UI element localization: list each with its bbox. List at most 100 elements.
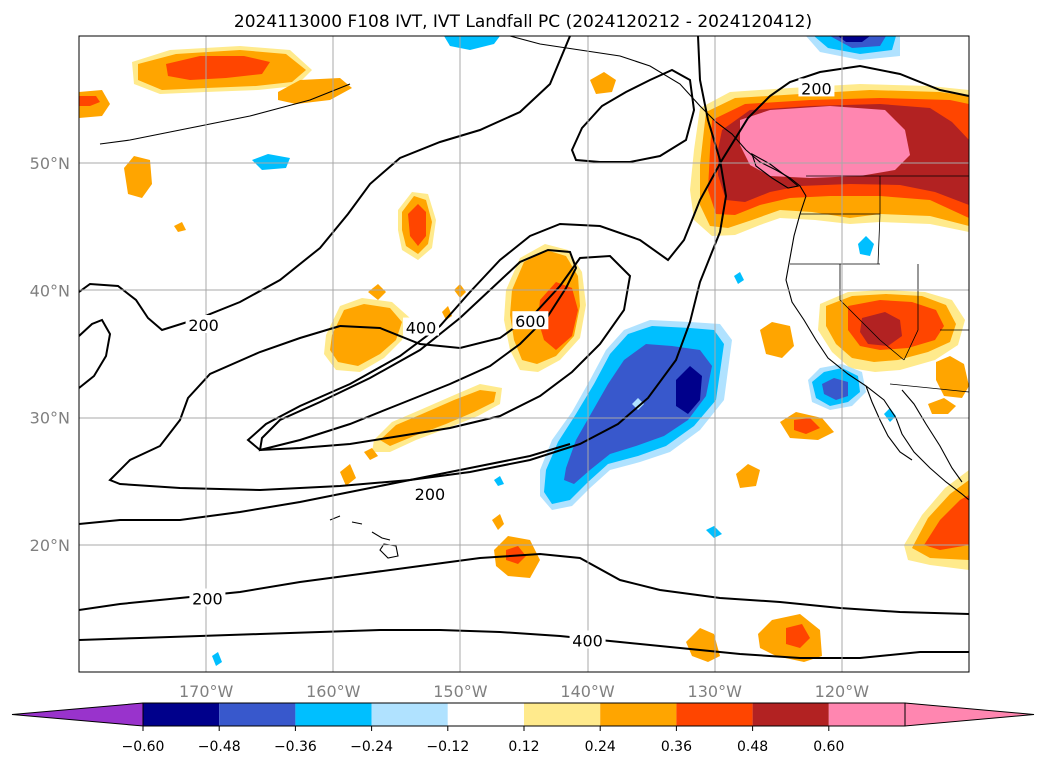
colorbar-tick-label: −0.12	[426, 739, 469, 755]
shade-mx-red	[924, 495, 969, 550]
contour-label: 200	[801, 79, 832, 98]
colorbar-bin	[219, 703, 296, 726]
contour-label: 400	[572, 631, 603, 650]
contour-label-bg	[37, 340, 73, 358]
colorbar-bin	[524, 703, 601, 726]
colorbar-bin	[676, 703, 753, 726]
ivt-contour-400	[246, 64, 969, 452]
shade-strip-red	[408, 204, 426, 246]
shade-blob-e	[736, 464, 760, 488]
ivt-contour-west-edge	[79, 318, 112, 389]
contour-label-bg	[798, 78, 835, 97]
border-ca-nv	[839, 264, 905, 361]
colorbar-tick-label: −0.36	[274, 739, 317, 755]
contour-label-bg	[512, 311, 549, 330]
shade-nwp-red	[166, 56, 270, 80]
contour-label-bg	[569, 630, 606, 649]
shade-west-edge-red	[79, 96, 100, 106]
lon-label: 150°W	[433, 682, 488, 701]
shade-blob-b	[590, 72, 616, 94]
colorbar-tick-label: −0.24	[350, 739, 393, 755]
colorbar-tick-label: 0.60	[813, 739, 844, 755]
lon-label: 140°W	[560, 682, 615, 701]
colorbar-over-extension	[904, 702, 1035, 727]
ivt-contour-200-east	[108, 36, 728, 492]
shade-neg-small4	[706, 526, 722, 538]
ivt-contour-600	[258, 248, 578, 452]
shade-blob-c	[760, 322, 794, 358]
shade-nw-pink	[740, 106, 910, 178]
contour-label-bg	[185, 315, 222, 334]
shade-blob-p	[492, 514, 504, 530]
shade-neg-hole	[632, 398, 644, 410]
lon-label: 160°W	[306, 682, 361, 701]
colorbar-tick-label: −0.48	[198, 739, 241, 755]
colorbar-bin	[752, 703, 829, 726]
lat-label: 20°N	[30, 536, 70, 555]
contour-label-bg	[189, 588, 226, 607]
shade-blob-j	[928, 398, 956, 414]
map-title: 2024113000 F108 IVT, IVT Landfall PC (20…	[234, 12, 812, 32]
contour-label-bg	[403, 317, 440, 336]
contour-label: 200	[192, 589, 223, 608]
hawaii-islands	[329, 515, 399, 559]
colorbar-bin	[447, 703, 524, 726]
ivt-contour-200-west	[79, 36, 571, 332]
shade-neg-small6	[494, 476, 504, 486]
contour-label: 200	[188, 316, 219, 335]
contour-label-bg	[411, 484, 448, 503]
shade-ca-darkred	[860, 312, 902, 346]
ivt-contours	[79, 36, 969, 659]
shade-blob-o	[174, 222, 186, 232]
ivt-contour-400-south	[79, 629, 969, 659]
shade-blob-q	[364, 448, 378, 460]
colorbar-tick-label: 0.12	[508, 739, 539, 755]
shade-blob-i	[936, 356, 969, 398]
lon-label: 120°W	[815, 682, 870, 701]
contour-label: 600	[515, 312, 546, 331]
colorbar-bin	[371, 703, 448, 726]
shade-blob-a	[124, 156, 152, 198]
longitude-labels: 170°W 160°W 150°W 140°W 130°W 120°W	[179, 682, 869, 701]
colorbar-bin	[828, 703, 905, 726]
shade-mid-orange	[330, 304, 402, 366]
lon-label: 130°W	[688, 682, 743, 701]
shade-blob-l	[368, 284, 386, 300]
lat-label: 40°N	[30, 281, 70, 300]
shade-blob-k	[340, 464, 356, 486]
border-us-mexico	[889, 383, 969, 393]
aleutians	[99, 83, 351, 145]
shade-neg-top2d	[838, 36, 870, 42]
colorbar-tick-label: 0.48	[737, 739, 768, 755]
shade-neg-small2	[858, 236, 874, 256]
map-frame	[78, 35, 970, 673]
contour-label: 400	[406, 319, 437, 338]
ivt-contour-200-subtropic	[79, 443, 571, 525]
lon-label: 170°W	[179, 682, 234, 701]
lat-label: 50°N	[30, 154, 70, 173]
coastline-layer	[99, 36, 969, 559]
contour-label: 200	[40, 341, 71, 360]
border-nv-az	[903, 264, 919, 361]
shade-neg-small1	[252, 154, 290, 170]
colorbar-bin	[600, 703, 677, 726]
colorbar-tick-label: 0.36	[661, 739, 692, 755]
coast-us-west	[785, 195, 969, 501]
contour-label: 200	[415, 485, 446, 504]
colorbar-bin	[295, 703, 372, 726]
shade-blob-g-red	[786, 624, 810, 648]
coast-baja	[865, 385, 913, 461]
contour-labels: 200 200 400 600 200 200 400 200	[37, 78, 835, 650]
latitude-labels: 20°N 30°N 40°N 50°N	[30, 154, 70, 555]
border-id	[877, 176, 881, 265]
colorbar: −0.60 −0.48 −0.36 −0.24 −0.12 0.12 0.24 0.36 0.4…	[11, 702, 1035, 755]
shading-layer	[79, 36, 969, 666]
shade-blob-h	[686, 628, 720, 662]
colorbar-tick-label: −0.60	[122, 739, 165, 755]
coast-alaska-panhandle	[509, 36, 747, 151]
graticule	[79, 36, 969, 672]
shade-blob-d-red	[794, 418, 820, 434]
border-layer	[790, 175, 969, 393]
shade-neg-navy	[676, 366, 702, 414]
